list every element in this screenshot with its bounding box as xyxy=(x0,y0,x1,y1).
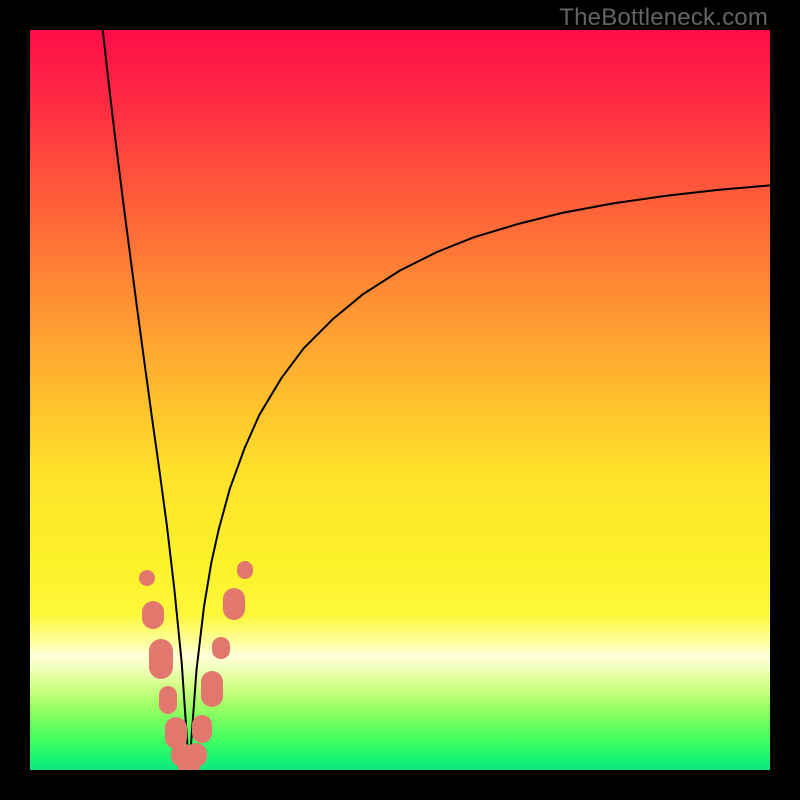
frame-bottom xyxy=(0,770,800,800)
chart-stage: TheBottleneck.com xyxy=(0,0,800,800)
curve-marker xyxy=(149,639,173,679)
curve-marker xyxy=(212,637,230,659)
curve-marker xyxy=(159,686,177,714)
plot-area xyxy=(30,30,770,770)
curve-marker xyxy=(139,570,155,586)
curve-marker xyxy=(201,671,223,707)
frame-left xyxy=(0,0,30,800)
curve-marker xyxy=(185,743,207,767)
marker-layer xyxy=(30,30,770,770)
frame-right xyxy=(770,0,800,800)
watermark-text: TheBottleneck.com xyxy=(559,4,768,32)
curve-marker xyxy=(142,601,164,629)
curve-marker xyxy=(192,715,212,743)
curve-marker xyxy=(237,561,253,579)
curve-marker xyxy=(223,588,245,620)
